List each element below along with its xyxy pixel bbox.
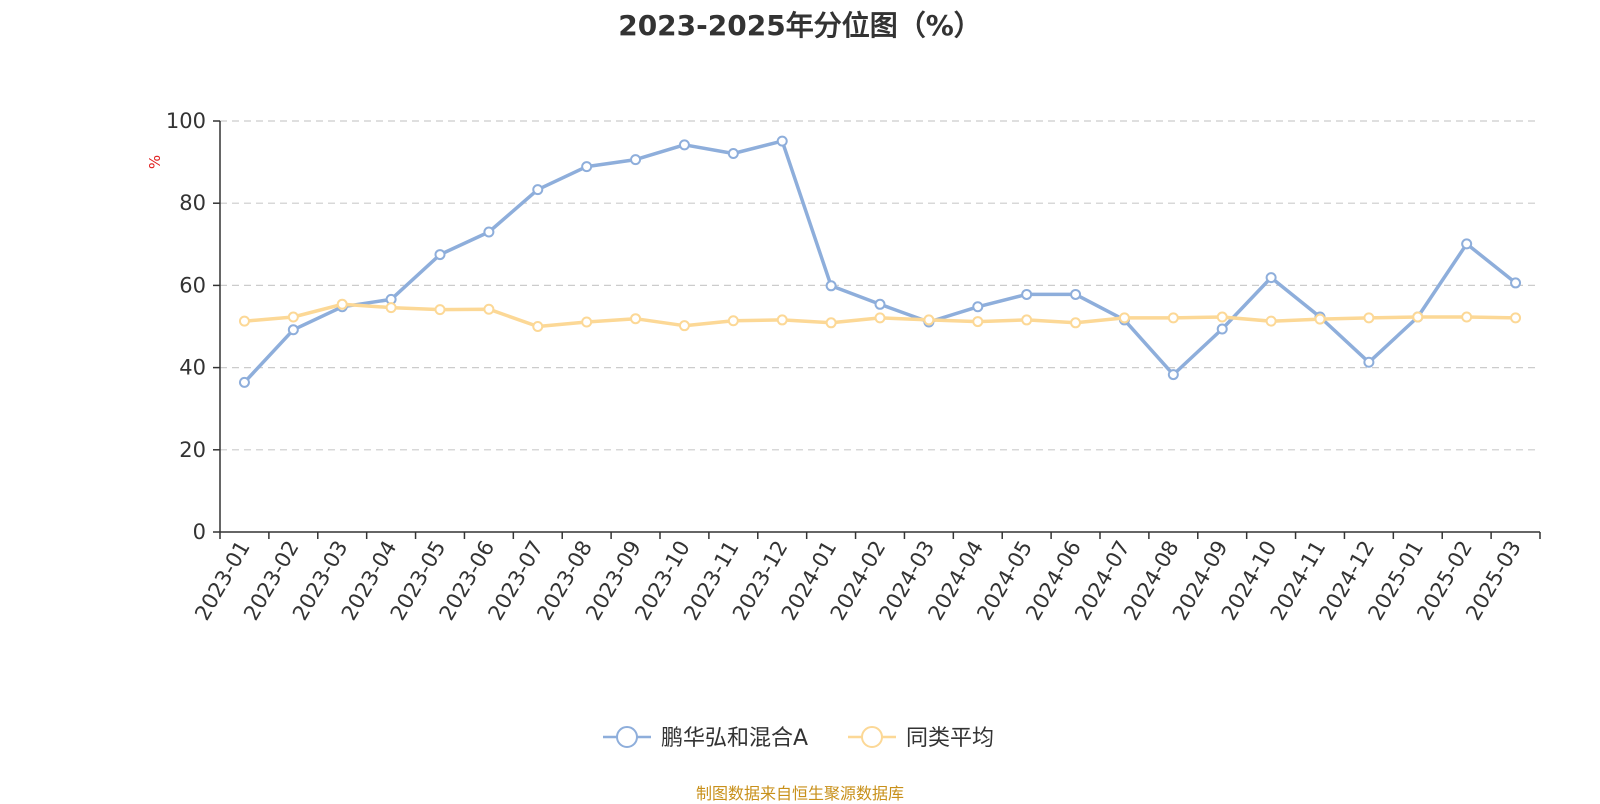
data-point	[630, 154, 642, 166]
data-point	[1461, 311, 1473, 323]
data-point	[1461, 238, 1473, 250]
data-point	[1216, 323, 1228, 335]
data-point	[1021, 314, 1033, 326]
data-point	[1510, 312, 1522, 324]
series-2	[238, 298, 1522, 332]
legend-marker	[616, 726, 638, 748]
data-point	[336, 298, 348, 310]
legend-marker	[861, 726, 883, 748]
series-lines	[238, 135, 1522, 388]
y-tick-label: 80	[179, 191, 206, 215]
data-point	[1363, 312, 1375, 324]
data-point	[1216, 311, 1228, 323]
data-point	[874, 298, 886, 310]
legend-label: 同类平均	[906, 726, 994, 751]
data-point	[972, 301, 984, 313]
grid-lines	[220, 120, 1540, 451]
series-1	[238, 135, 1522, 388]
data-point	[1363, 356, 1375, 368]
data-point	[1412, 311, 1424, 323]
data-point	[581, 161, 593, 173]
data-point	[1314, 313, 1326, 325]
data-point	[630, 313, 642, 325]
data-point	[678, 320, 690, 332]
data-point	[287, 324, 299, 336]
y-tick-label: 0	[193, 520, 206, 544]
data-point	[874, 312, 886, 324]
series-line	[243, 139, 1517, 384]
data-point	[825, 317, 837, 329]
data-point	[532, 321, 544, 332]
data-point	[1118, 312, 1130, 324]
data-point	[1167, 369, 1179, 381]
y-tick-label: 60	[179, 273, 206, 297]
data-point	[287, 311, 299, 323]
data-point	[678, 139, 690, 151]
data-point	[1167, 312, 1179, 324]
legend-item-2: 同类平均	[848, 726, 994, 751]
data-point	[238, 315, 250, 327]
data-point	[434, 304, 446, 316]
data-point	[1265, 315, 1277, 327]
data-point	[776, 314, 788, 326]
data-point	[923, 314, 935, 326]
data-point	[483, 226, 495, 238]
legend: 鹏华弘和混合A 同类平均	[603, 726, 994, 751]
data-point	[972, 316, 984, 328]
chart-title: 2023-2025年分位图（%）	[618, 9, 982, 42]
data-point	[434, 249, 446, 261]
data-point	[1510, 277, 1522, 289]
y-axis-label: %	[146, 155, 164, 169]
data-point	[1070, 317, 1082, 329]
data-point	[825, 280, 837, 292]
legend-item-1: 鹏华弘和混合A	[603, 726, 808, 751]
data-point	[776, 135, 788, 147]
data-point	[727, 147, 739, 159]
data-point	[238, 376, 250, 388]
data-point	[727, 315, 739, 327]
y-tick-label: 40	[179, 356, 206, 380]
data-point	[1265, 272, 1277, 284]
y-tick-label: 100	[166, 109, 206, 133]
data-point	[532, 184, 544, 196]
data-point	[483, 303, 495, 315]
legend-label: 鹏华弘和混合A	[661, 726, 808, 751]
y-tick-label: 20	[179, 438, 206, 462]
source-note: 制图数据来自恒生聚源数据库	[695, 784, 904, 803]
data-point	[1070, 288, 1082, 300]
data-point	[385, 302, 397, 314]
axes: 020406080100%2023-012023-022023-032023-0…	[146, 109, 1541, 624]
data-point	[1021, 288, 1033, 300]
data-point	[581, 316, 593, 328]
